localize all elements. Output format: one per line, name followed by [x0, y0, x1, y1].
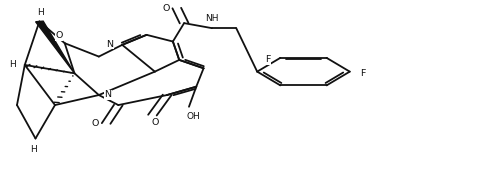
- Text: H: H: [37, 8, 44, 17]
- Text: N: N: [104, 90, 111, 99]
- Text: O: O: [162, 4, 170, 13]
- Polygon shape: [36, 21, 74, 73]
- Text: NH: NH: [205, 14, 219, 23]
- Text: O: O: [55, 31, 63, 40]
- Text: OH: OH: [187, 112, 201, 121]
- Text: O: O: [151, 118, 159, 127]
- Text: F: F: [265, 55, 270, 64]
- Text: O: O: [92, 119, 99, 128]
- Text: F: F: [360, 69, 365, 78]
- Text: N: N: [106, 40, 114, 49]
- Text: H: H: [30, 145, 36, 154]
- Text: H: H: [9, 60, 16, 69]
